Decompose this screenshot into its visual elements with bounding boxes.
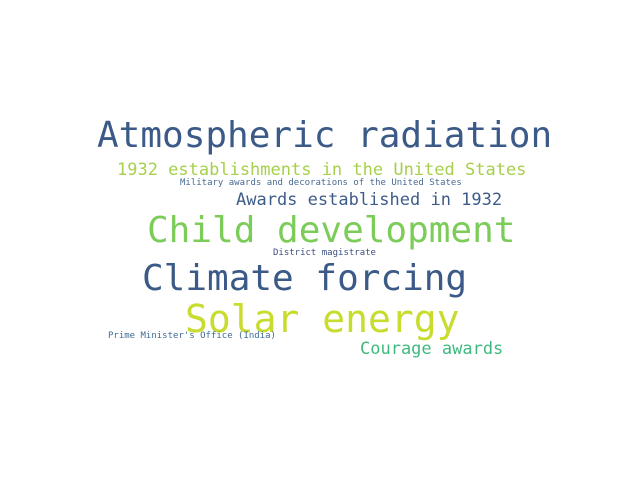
word-solar-energy: Solar energy: [185, 297, 460, 341]
word-courage-awards: Courage awards: [360, 339, 504, 359]
word-prime-ministers-office-india: Prime Minister's Office (India): [108, 331, 276, 341]
word-district-magistrate: District magistrate: [273, 248, 376, 258]
word-climate-forcing: Climate forcing: [142, 258, 468, 299]
word-atmospheric-radiation: Atmospheric radiation: [97, 115, 553, 156]
word-1932-establishments-in-the-united-states: 1932 establishments in the United States: [117, 160, 527, 180]
word-awards-established-in-1932: Awards established in 1932: [236, 190, 503, 210]
word-child-development: Child development: [147, 210, 516, 251]
word-military-awards-and-decorations: Military awards and decorations of the U…: [180, 178, 462, 188]
